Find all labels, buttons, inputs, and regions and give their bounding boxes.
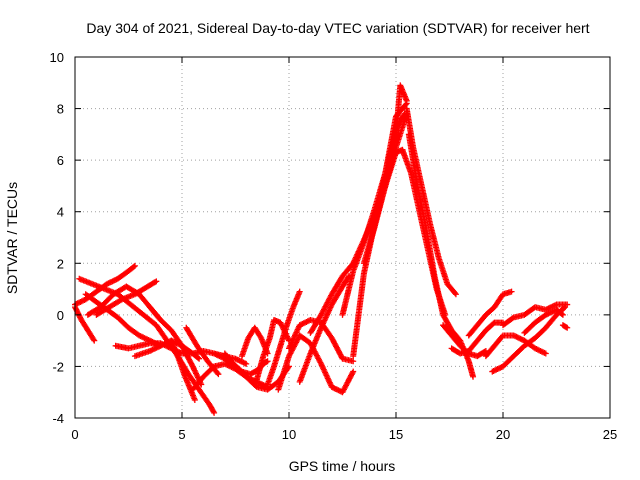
axis-ticks: 0 5 10 15 20 25 -4 -2 0 2 4 6 8 10	[50, 50, 618, 442]
data-point	[153, 278, 160, 285]
data-points	[72, 82, 571, 416]
series-track-10	[168, 337, 198, 403]
series-track-36	[559, 322, 571, 331]
data-point	[91, 337, 98, 344]
data-point	[214, 369, 221, 376]
y-tick-label: 10	[50, 50, 64, 65]
data-point	[403, 97, 410, 104]
series-track-31	[465, 288, 515, 339]
y-axis-label: SDTVAR / TECUs	[4, 182, 20, 294]
y-tick-label: -2	[52, 359, 64, 374]
data-point	[195, 354, 202, 361]
data-point	[509, 315, 516, 322]
data-point	[131, 262, 138, 269]
data-point	[558, 310, 565, 317]
grid-lines	[75, 57, 610, 418]
data-point	[451, 290, 458, 297]
series-track-20	[296, 273, 352, 385]
data-point	[481, 348, 488, 355]
series-track-18	[275, 332, 357, 396]
y-tick-label: -4	[52, 411, 64, 426]
series-track-35	[521, 306, 566, 336]
data-point	[564, 301, 571, 308]
data-point	[350, 358, 357, 365]
data-point	[196, 355, 203, 362]
data-point	[402, 101, 409, 108]
series-track-29	[440, 322, 489, 360]
data-point	[210, 408, 217, 415]
plot-frame	[74, 56, 611, 419]
series-track-28	[405, 131, 477, 380]
data-point	[243, 360, 250, 367]
data-point	[296, 288, 303, 295]
data-point	[264, 358, 271, 365]
series-track-6	[93, 278, 160, 318]
x-tick-label: 15	[389, 427, 403, 442]
data-point	[350, 368, 357, 375]
chart-title: Day 304 of 2021, Sidereal Day-to-day VTE…	[86, 20, 589, 36]
series-track-34	[500, 301, 571, 329]
y-tick-label: 6	[57, 153, 64, 168]
y-tick-label: 8	[57, 102, 64, 117]
data-point	[542, 350, 549, 357]
data-point	[211, 409, 218, 416]
data-point	[152, 279, 159, 286]
data-point	[559, 311, 566, 318]
y-tick-label: 0	[57, 308, 64, 323]
series-track-9	[146, 304, 205, 388]
data-point	[191, 396, 198, 403]
data-point	[215, 371, 222, 378]
x-tick-label: 0	[71, 427, 78, 442]
series-track-25	[371, 82, 410, 228]
x-tick-label: 25	[603, 427, 617, 442]
y-tick-label: 4	[57, 205, 64, 220]
y-tick-label: 2	[57, 256, 64, 271]
data-point	[117, 297, 124, 304]
data-point	[508, 288, 515, 295]
x-tick-label: 20	[496, 427, 510, 442]
series-track-2	[72, 304, 98, 344]
series-track-17	[264, 288, 303, 388]
x-axis-label: GPS time / hours	[289, 458, 396, 474]
x-tick-label: 5	[178, 427, 185, 442]
series-track-11	[183, 324, 222, 378]
data-point	[130, 263, 137, 270]
data-point	[90, 336, 97, 343]
data-point	[470, 373, 477, 380]
data-point	[564, 324, 571, 331]
x-tick-label: 10	[282, 427, 296, 442]
series-track-16	[253, 317, 292, 383]
data-point	[452, 291, 459, 298]
